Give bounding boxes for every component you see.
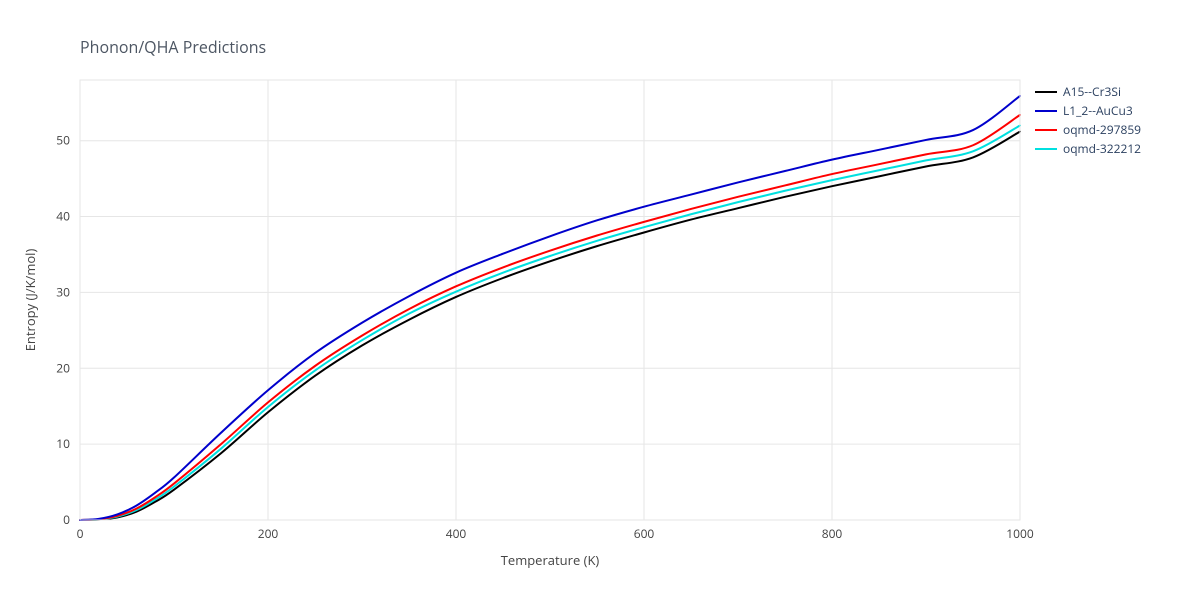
y-tick-label: 20	[56, 359, 70, 376]
legend-label: L1_2--AuCu3	[1063, 102, 1133, 119]
legend-swatch	[1035, 148, 1057, 150]
legend-item[interactable]: oqmd-322212	[1035, 139, 1141, 158]
legend-item[interactable]: oqmd-297859	[1035, 120, 1141, 139]
x-tick-label: 0	[77, 525, 84, 542]
legend-label: A15--Cr3Si	[1063, 83, 1121, 100]
y-axis-label: Entropy (J/K/mol)	[21, 249, 39, 352]
x-tick-label: 400	[446, 525, 467, 542]
chart-legend: A15--Cr3Si L1_2--AuCu3 oqmd-297859 oqmd-322…	[1035, 82, 1141, 158]
y-tick-label: 40	[56, 208, 70, 225]
y-tick-label: 10	[56, 435, 70, 452]
x-tick-label: 600	[634, 525, 655, 542]
legend-item[interactable]: A15--Cr3Si	[1035, 82, 1141, 101]
legend-label: oqmd-322212	[1063, 140, 1141, 157]
legend-swatch	[1035, 110, 1057, 112]
x-axis-label: Temperature (K)	[501, 551, 600, 569]
chart-container: Phonon/QHA Predictions 02004006008001000…	[0, 0, 1200, 600]
legend-item[interactable]: L1_2--AuCu3	[1035, 101, 1141, 120]
legend-swatch	[1035, 129, 1057, 131]
chart-svg: 0 200 400 600 800 1000 0 10 20 30 40 50 Temperature …	[0, 0, 1200, 600]
x-tick-label: 800	[822, 525, 843, 542]
x-tick-label: 200	[258, 525, 279, 542]
chart-title: Phonon/QHA Predictions	[80, 36, 266, 58]
y-tick-label: 30	[56, 283, 70, 300]
legend-label: oqmd-297859	[1063, 121, 1141, 138]
y-tick-label: 50	[56, 132, 70, 149]
y-tick-label: 0	[63, 511, 70, 528]
x-tick-label: 1000	[1006, 525, 1034, 542]
legend-swatch	[1035, 91, 1057, 93]
